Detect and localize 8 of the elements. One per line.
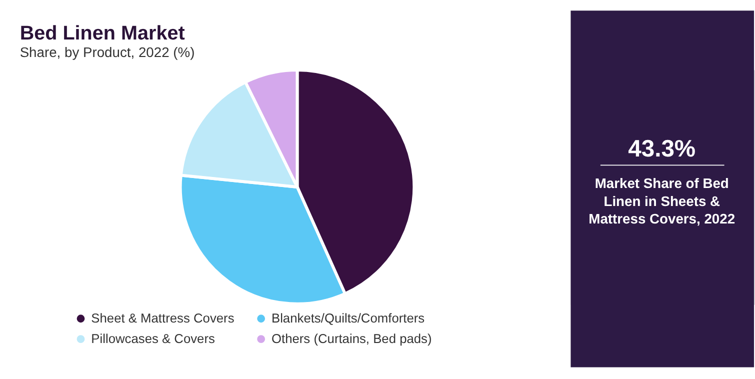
legend-label: Others (Curtains, Bed pads): [271, 331, 432, 346]
chart-title: Bed Linen Market: [20, 22, 186, 44]
text: Market Share of Bed Linen in Sheets & Mattress Covers, 2022: [588, 174, 736, 227]
chart-subtitle: Share, by Product, 2022 (%): [20, 44, 195, 60]
text: 43.3%: [628, 135, 696, 162]
legend-label: Pillowcases & Covers: [91, 331, 215, 346]
legend-label: Sheet & Mattress Covers: [91, 310, 234, 326]
legend-label: Blankets/Quilts/Comforters: [271, 310, 425, 326]
